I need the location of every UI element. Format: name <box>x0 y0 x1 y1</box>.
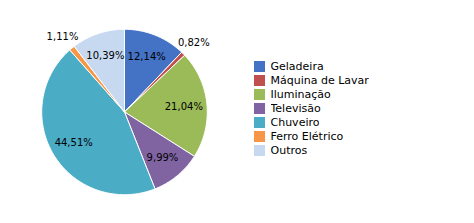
svg-text:9,99%: 9,99% <box>147 152 179 163</box>
svg-text:10,39%: 10,39% <box>86 50 124 61</box>
html-text:Máquina de Lavar: Máquina de Lavar <box>270 73 369 87</box>
svg-text:1,11%: 1,11% <box>47 31 79 42</box>
html-text:Chuveiro: Chuveiro <box>270 115 320 129</box>
svg-text:12,14%: 12,14% <box>128 51 166 62</box>
html-text:Geladeira: Geladeira <box>270 59 324 73</box>
html-text:Ferro Elétrico: Ferro Elétrico <box>270 129 344 143</box>
svg-text:21,04%: 21,04% <box>165 101 203 112</box>
html-text:Televisão: Televisão <box>270 101 321 115</box>
html-text:Iluminação: Iluminação <box>270 87 331 101</box>
svg-text:0,82%: 0,82% <box>178 37 210 48</box>
html-text:Outros: Outros <box>270 143 308 157</box>
svg-text:44,51%: 44,51% <box>55 137 93 148</box>
